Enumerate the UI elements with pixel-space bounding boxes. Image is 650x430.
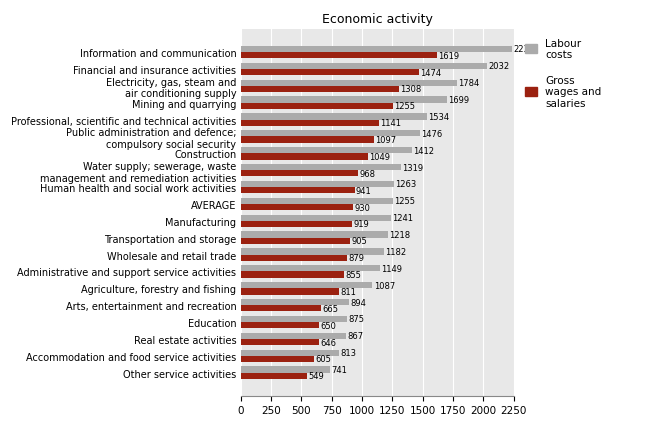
Bar [240,148,412,154]
Bar [240,316,346,322]
Text: 1784: 1784 [458,79,480,88]
Bar [240,198,393,204]
Bar [240,232,388,238]
Text: 1149: 1149 [381,264,402,273]
Bar [240,204,354,211]
Text: 650: 650 [320,321,337,330]
Text: 1308: 1308 [400,85,422,94]
Text: 1534: 1534 [428,113,449,122]
Bar [240,181,394,187]
Text: 930: 930 [354,203,370,212]
Text: 1263: 1263 [395,180,416,189]
Bar [240,356,314,362]
Text: 549: 549 [308,372,324,381]
Text: 867: 867 [347,332,363,341]
Bar [240,165,400,171]
Text: 741: 741 [332,365,348,374]
Bar [240,305,321,312]
Bar [240,373,307,379]
Bar [240,215,391,221]
Bar [240,86,399,93]
Text: 646: 646 [320,338,336,347]
Bar [240,131,420,137]
Text: 1255: 1255 [394,197,415,206]
Text: 941: 941 [356,186,372,195]
Bar [240,104,393,110]
Text: 1097: 1097 [375,136,396,145]
Text: 1255: 1255 [394,102,415,111]
Text: 879: 879 [348,254,365,263]
Text: 1241: 1241 [393,214,413,223]
Text: 2237: 2237 [513,45,534,54]
Text: 1412: 1412 [413,146,434,155]
Text: 1699: 1699 [448,96,469,105]
Bar [240,154,368,160]
Bar [240,137,374,143]
Bar [240,97,447,104]
Title: Economic activity: Economic activity [322,13,432,26]
Text: 968: 968 [359,169,375,178]
Bar [240,114,426,120]
Text: 665: 665 [322,304,339,313]
Text: 1476: 1476 [421,129,442,138]
Text: 813: 813 [341,348,356,357]
Bar [240,333,346,339]
Bar [240,299,349,305]
Text: 1182: 1182 [385,247,406,256]
Text: 1141: 1141 [380,119,401,128]
Bar [240,238,350,244]
Bar [240,70,419,76]
Text: 855: 855 [345,270,361,280]
Text: 894: 894 [350,298,366,307]
Bar [240,249,384,255]
Text: 905: 905 [352,237,367,246]
Bar [240,47,512,53]
Text: 1619: 1619 [438,52,460,61]
Text: 811: 811 [340,287,356,296]
Bar [240,350,339,356]
Bar [240,283,372,289]
Bar [240,171,358,177]
Bar [240,120,379,126]
Text: 1049: 1049 [369,153,390,162]
Bar [240,64,487,70]
Legend: Labour
costs, Gross
wages and
salaries: Labour costs, Gross wages and salaries [521,35,605,112]
Bar [240,272,344,278]
Text: 605: 605 [315,355,331,363]
Text: 919: 919 [353,220,369,229]
Bar [240,255,347,261]
Text: 875: 875 [348,315,364,324]
Bar [240,366,330,373]
Bar [240,187,355,194]
Bar [240,53,437,59]
Bar [240,266,380,272]
Bar [240,339,319,345]
Text: 1474: 1474 [421,68,442,77]
Bar [240,80,457,86]
Bar [240,322,319,329]
Bar [240,221,352,227]
Text: 1087: 1087 [374,281,395,290]
Text: 1218: 1218 [389,230,411,240]
Text: 2032: 2032 [488,62,510,71]
Bar [240,289,339,295]
Text: 1319: 1319 [402,163,423,172]
